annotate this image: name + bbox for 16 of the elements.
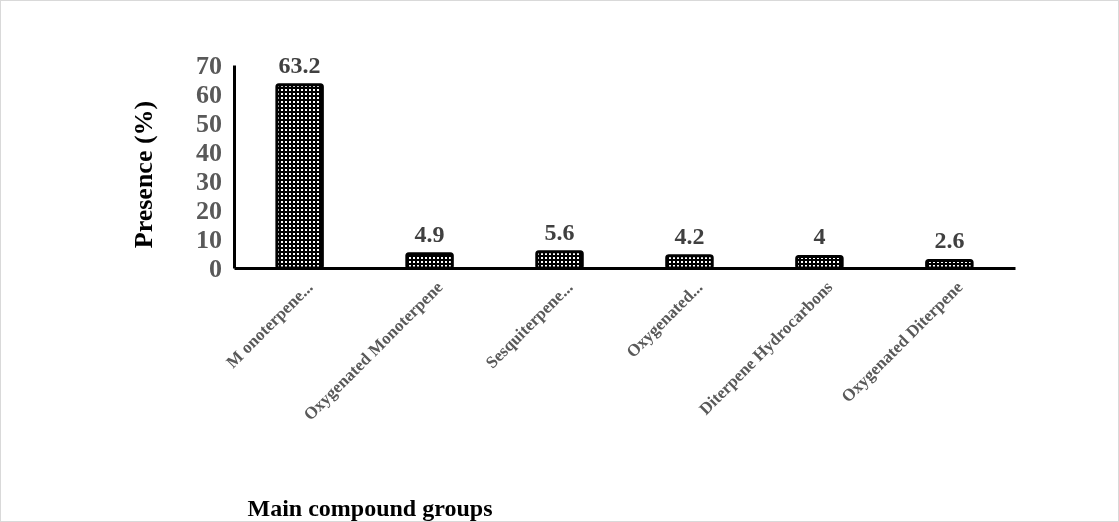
data-label: 2.6	[934, 227, 965, 254]
y-tick-label: 60	[196, 79, 222, 109]
data-label: 63.2	[278, 51, 321, 78]
y-tick-label: 0	[209, 253, 222, 283]
data-label: 4	[813, 223, 826, 250]
y-tick-label: 20	[196, 195, 222, 225]
y-axis-title: Presence (%)	[129, 100, 158, 249]
y-tick-label: 40	[196, 137, 222, 167]
y-tick-label: 30	[196, 166, 222, 196]
data-label: 4.2	[674, 222, 705, 249]
data-label: 5.6	[544, 218, 575, 245]
y-tick-label: 70	[196, 50, 222, 80]
y-tick-label: 50	[196, 108, 222, 138]
x-axis-title: Main compound groups	[247, 495, 493, 521]
y-tick-label: 10	[196, 224, 222, 254]
data-label: 4.9	[414, 220, 445, 247]
